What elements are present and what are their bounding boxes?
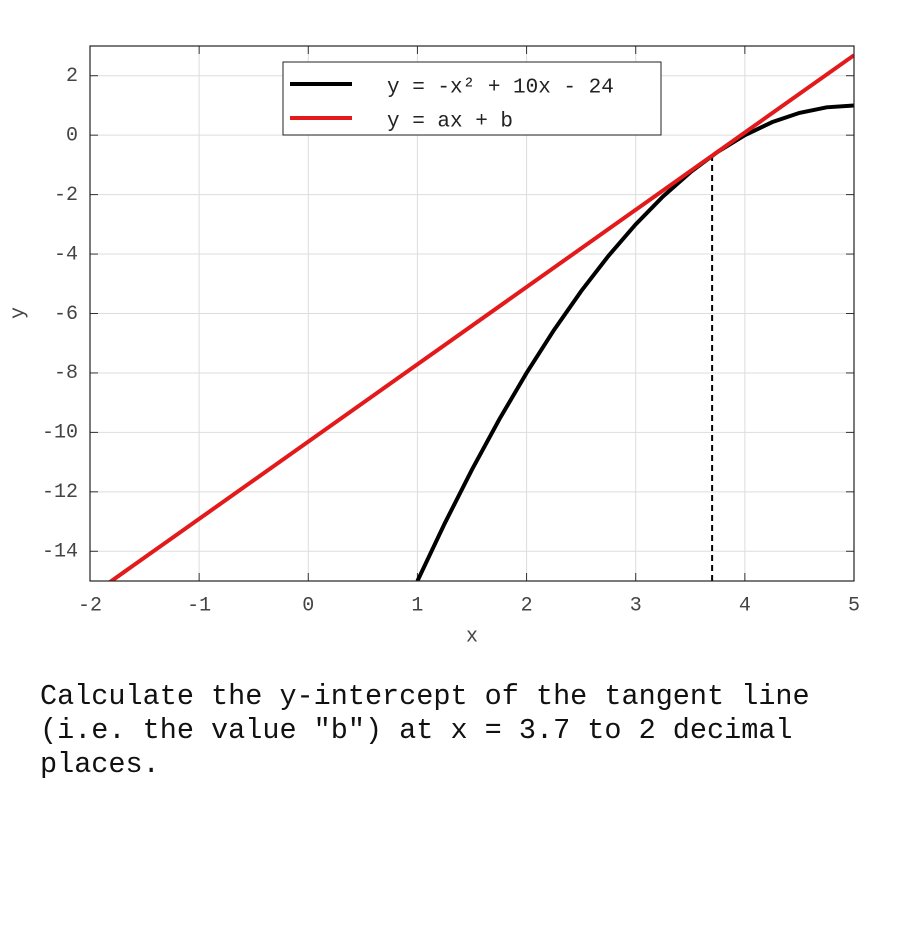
x-tick-label: 4 bbox=[739, 594, 751, 617]
series-line bbox=[415, 103, 854, 581]
y-axis-label: y bbox=[7, 307, 30, 319]
x-tick-label: -1 bbox=[187, 594, 211, 617]
y-tick-label: 0 bbox=[66, 124, 78, 147]
x-axis-label: x bbox=[466, 625, 478, 648]
legend-label: y = -x² + 10x - 24 bbox=[387, 77, 614, 100]
plot-area bbox=[107, 53, 854, 581]
y-tick-label: 2 bbox=[66, 65, 78, 88]
y-tick-label: -14 bbox=[42, 541, 78, 564]
y-tick-label: -2 bbox=[54, 184, 78, 207]
x-tick-label: 2 bbox=[521, 594, 533, 617]
legend-box bbox=[282, 61, 662, 136]
y-tick-label: -12 bbox=[42, 481, 78, 504]
y-tick-label: -4 bbox=[54, 243, 78, 266]
y-tick-label: -6 bbox=[54, 303, 78, 326]
x-tick-label: -2 bbox=[78, 594, 102, 617]
y-tick-label: -10 bbox=[42, 422, 78, 445]
x-tick-label: 1 bbox=[411, 594, 423, 617]
x-tick-label: 3 bbox=[630, 594, 642, 617]
plot-frame bbox=[89, 45, 855, 582]
question: Calculate the y-intercept of the tangent… bbox=[40, 680, 810, 781]
x-tick-label: 0 bbox=[302, 594, 314, 617]
x-tick-label: 5 bbox=[848, 594, 860, 617]
legend-label: y = ax + b bbox=[387, 111, 513, 134]
series-line bbox=[107, 53, 854, 581]
y-tick-label: -8 bbox=[54, 362, 78, 385]
